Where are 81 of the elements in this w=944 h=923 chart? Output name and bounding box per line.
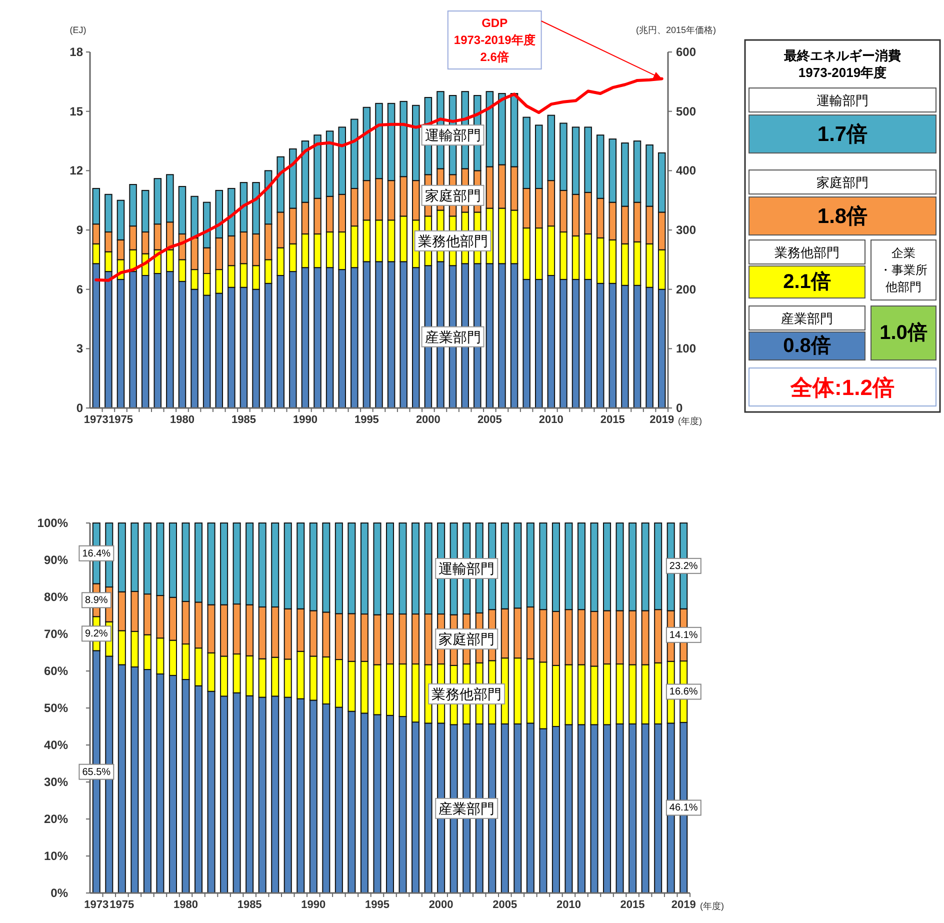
x-tick-label: 1973: [84, 899, 109, 911]
text: 1.0倍: [880, 321, 928, 344]
y2-tick-label: 100: [676, 342, 696, 356]
data-label: 16.4%: [82, 548, 111, 559]
y-tick-label: 20%: [44, 812, 68, 826]
series-label: 運輸部門: [438, 560, 495, 577]
text: 2.1倍: [783, 270, 831, 293]
data-label: 8.9%: [84, 594, 108, 606]
x-tick-label: 2019: [650, 414, 674, 426]
x-tick-label: 1980: [170, 414, 194, 426]
text: 企業・事業所他部門: [880, 246, 928, 294]
y-tick-label: 40%: [44, 738, 68, 752]
text: 家庭部門: [816, 174, 868, 190]
x-tick-label: 2015: [600, 414, 625, 426]
y-tick-label: 60%: [44, 664, 68, 678]
x-tick-label: 1985: [237, 899, 262, 911]
y-tick-label: 18: [70, 45, 84, 59]
text: 業務他部門: [774, 244, 840, 260]
y-tick-label: 9: [76, 223, 84, 237]
y-tick-label: 50%: [44, 701, 68, 715]
x-tick-label: 2015: [620, 899, 645, 911]
annotation: GDP 1973-2019年度 2.6倍: [454, 16, 536, 64]
y2-tick-label: 400: [676, 164, 696, 178]
series-label: 運輸部門: [424, 127, 481, 144]
text: 1.7倍: [817, 122, 868, 146]
x-tick-label: 1995: [364, 899, 390, 911]
x-tick-label: 2010: [538, 414, 564, 426]
x-tick-label: 1975: [108, 414, 133, 426]
data-label: 23.2%: [669, 560, 698, 572]
series-label: 家庭部門: [424, 187, 481, 204]
data-label: 16.6%: [669, 686, 698, 698]
text: 1973-2019年度: [798, 64, 887, 80]
data-label: 65.5%: [82, 766, 111, 778]
x-tick-label: 2005: [492, 899, 518, 911]
data-label: 46.1%: [669, 802, 698, 814]
series-label: 産業部門: [438, 800, 495, 816]
y-tick-label: 100%: [37, 516, 68, 530]
x-tick-label: 2010: [556, 899, 581, 911]
y-tick-label: 70%: [44, 627, 68, 641]
text: 運輸部門: [816, 92, 868, 108]
y-tick-label: 12: [70, 164, 84, 178]
x-tick-label: 1985: [231, 414, 256, 426]
x-tick-label: 1995: [354, 414, 379, 426]
y-tick-label: 15: [70, 104, 84, 118]
text: 全体:1.2倍: [790, 374, 894, 400]
y-tick-label: 90%: [44, 553, 68, 567]
y-tick-label: 10%: [44, 849, 68, 863]
x-tick-label: 2019: [671, 899, 696, 911]
series-label: 産業部門: [424, 328, 481, 345]
text: 最終エネルギー消費: [783, 48, 901, 62]
x-tick-label: 1990: [301, 899, 326, 911]
y2-tick-label: 200: [676, 282, 696, 296]
y2-tick-label: 500: [676, 104, 696, 118]
text: 0.8倍: [783, 334, 831, 357]
x-tick-label: 2005: [477, 414, 502, 426]
x-axis-title: (年度): [700, 901, 724, 911]
y-tick-label: 3: [76, 342, 84, 356]
y2-tick-label: 0: [676, 401, 683, 415]
text: 1.8倍: [817, 204, 868, 228]
y-tick-label: 0: [76, 401, 84, 415]
x-tick-label: 1975: [110, 899, 134, 911]
data-label: 9.2%: [84, 628, 108, 640]
x-tick-label: 1990: [292, 414, 318, 426]
data-label: 14.1%: [669, 629, 698, 640]
x-tick-label: 2000: [428, 899, 454, 911]
series-label: 業務他部門: [432, 686, 502, 702]
y2-tick-label: 600: [676, 45, 696, 59]
y-tick-label: 30%: [44, 775, 68, 789]
y-axis-title: (EJ): [70, 25, 86, 35]
x-tick-label: 1973: [84, 414, 108, 426]
y2-tick-label: 300: [676, 223, 696, 237]
y-tick-label: 6: [76, 282, 84, 296]
x-tick-label: 1980: [174, 899, 198, 911]
series-label: 業務他部門: [418, 232, 488, 249]
y-tick-label: 80%: [44, 590, 68, 604]
text: 産業部門: [781, 310, 833, 326]
x-axis-title: (年度): [678, 416, 702, 426]
x-tick-label: 2000: [416, 414, 440, 426]
series-label: 家庭部門: [438, 630, 495, 647]
y-tick-label: 0%: [50, 886, 68, 900]
y2-axis-title: (兆円、2015年価格): [636, 25, 716, 35]
